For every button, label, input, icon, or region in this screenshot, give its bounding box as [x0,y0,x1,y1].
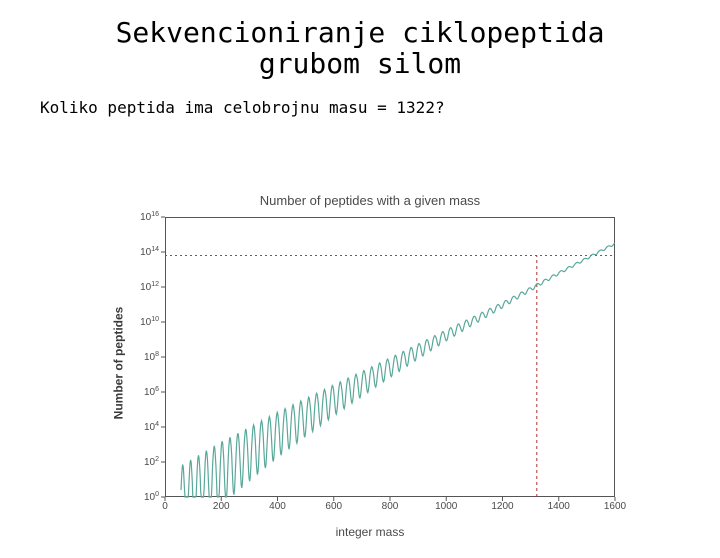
plot-area: 1001021041061081010101210141016020040060… [165,217,615,497]
xtick-label: 800 [382,501,399,512]
chart-title: Number of peptides with a given mass [110,193,630,208]
ytick-label: 100 [144,491,159,503]
slide-subtitle: Koliko peptida ima celobrojnu masu = 132… [40,98,720,117]
xtick-label: 600 [325,501,342,512]
slide-title: Sekvencioniranje ciklopeptida grubom sil… [0,18,720,80]
chart-xlabel: integer mass [110,525,630,539]
slide-title-line2: grubom silom [259,47,461,80]
chart: Number of peptides with a given mass Num… [110,193,630,533]
ytick-label: 108 [144,351,159,363]
xtick-label: 1400 [548,501,570,512]
ytick-label: 102 [144,456,159,468]
ytick-label: 1016 [140,211,159,223]
xtick-label: 200 [213,501,230,512]
xtick-label: 400 [269,501,286,512]
plot-svg [165,217,615,497]
slide: Sekvencioniranje ciklopeptida grubom sil… [0,18,720,558]
xtick-label: 0 [162,501,168,512]
xtick-label: 1000 [435,501,457,512]
xtick-label: 1200 [491,501,513,512]
chart-ylabel: Number of peptides [111,307,125,420]
ytick-label: 1014 [140,246,159,258]
ytick-label: 1010 [140,316,159,328]
xtick-label: 1600 [604,501,626,512]
ytick-label: 106 [144,386,159,398]
ytick-label: 1012 [140,281,159,293]
slide-title-line1: Sekvencioniranje ciklopeptida [116,16,605,49]
ytick-label: 104 [144,421,159,433]
